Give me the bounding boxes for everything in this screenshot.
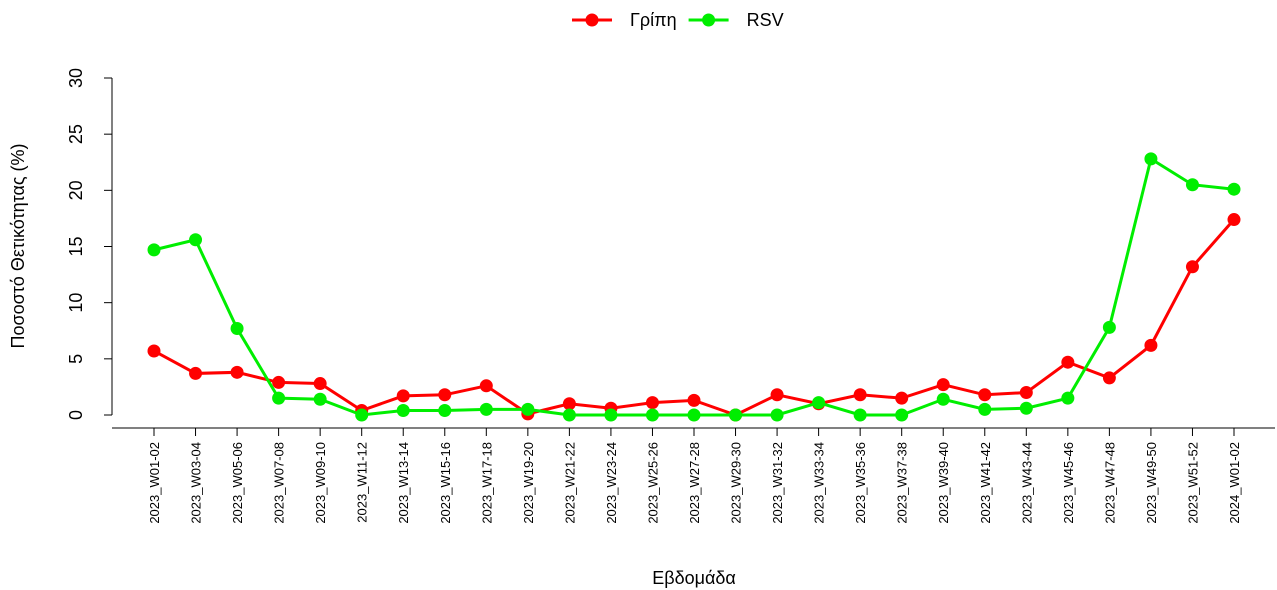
x-axis-label: Εβδομάδα — [652, 568, 736, 588]
data-point — [1227, 182, 1241, 196]
data-point — [1061, 391, 1075, 405]
x-tick-label: 2023_W51-52 — [1185, 442, 1200, 524]
x-tick-label: 2023_W45-46 — [1061, 442, 1076, 524]
data-point — [604, 408, 618, 422]
data-point — [189, 233, 203, 247]
data-point — [147, 344, 161, 358]
data-point — [438, 388, 452, 402]
x-tick-label: 2023_W25-26 — [645, 442, 660, 524]
data-point — [687, 393, 701, 407]
data-point — [812, 396, 826, 410]
data-point — [313, 377, 327, 391]
y-tick-label: 0 — [66, 410, 86, 420]
x-tick-label: 2023_W23-24 — [604, 442, 619, 524]
data-point — [1102, 320, 1116, 334]
data-point — [853, 388, 867, 402]
x-tick-label: 2023_W13-14 — [396, 442, 411, 524]
x-tick-label: 2023_W31-32 — [770, 442, 785, 524]
legend-marker — [585, 13, 599, 27]
data-point — [687, 408, 701, 422]
data-point — [1227, 213, 1241, 227]
x-tick-label: 2023_W09-10 — [313, 442, 328, 524]
data-point — [438, 404, 452, 418]
data-point — [645, 396, 659, 410]
data-point — [1102, 371, 1116, 385]
x-tick-label: 2023_W37-38 — [895, 442, 910, 524]
x-tick-label: 2023_W41-42 — [978, 442, 993, 524]
x-tick-label: 2023_W11-12 — [355, 442, 370, 523]
x-tick-label: 2023_W43-44 — [1019, 442, 1034, 524]
data-point — [978, 388, 992, 402]
data-point — [272, 391, 286, 405]
data-point — [147, 243, 161, 257]
data-point — [895, 408, 909, 422]
legend-label: RSV — [747, 10, 784, 30]
data-point — [1185, 260, 1199, 274]
x-tick-label: 2023_W29-30 — [729, 442, 744, 524]
y-tick-label: 5 — [66, 354, 86, 364]
x-tick-label: 2023_W39-40 — [936, 442, 951, 524]
x-tick-label: 2023_W01-02 — [147, 442, 162, 524]
x-tick-label: 2024_W01-02 — [1227, 442, 1242, 524]
data-point — [895, 391, 909, 405]
data-point — [936, 378, 950, 392]
x-tick-label: 2023_W19-20 — [521, 442, 536, 524]
x-tick-label: 2023_W03-04 — [189, 442, 204, 524]
data-point — [396, 389, 410, 403]
data-point — [230, 322, 244, 336]
data-point — [770, 388, 784, 402]
data-point — [313, 392, 327, 406]
y-tick-label: 25 — [66, 124, 86, 144]
series-line — [153, 156, 1235, 417]
data-point — [853, 408, 867, 422]
data-point — [521, 402, 535, 416]
data-point — [396, 404, 410, 418]
legend-marker — [702, 13, 716, 27]
data-point — [1061, 355, 1075, 369]
data-point — [562, 397, 576, 411]
y-tick-label: 10 — [66, 293, 86, 313]
data-point — [770, 408, 784, 422]
x-tick-label: 2023_W05-06 — [230, 442, 245, 524]
x-tick-label: 2023_W07-08 — [272, 442, 287, 524]
data-point — [1185, 178, 1199, 192]
data-point — [1144, 338, 1158, 352]
data-point — [272, 375, 286, 389]
data-point — [729, 408, 743, 422]
data-point — [355, 408, 369, 422]
y-tick-label: 15 — [66, 236, 86, 256]
x-tick-label: 2023_W21-22 — [562, 442, 577, 524]
x-tick-label: 2023_W15-16 — [438, 442, 453, 524]
data-point — [562, 408, 576, 422]
x-tick-label: 2023_W27-28 — [687, 442, 702, 524]
x-tick-label: 2023_W35-36 — [853, 442, 868, 524]
x-tick-label: 2023_W33-34 — [812, 442, 827, 524]
x-tick-label: 2023_W47-48 — [1102, 442, 1117, 524]
x-tick-label: 2023_W49-50 — [1144, 442, 1159, 524]
data-point — [189, 366, 203, 380]
data-point — [978, 402, 992, 416]
y-tick-label: 20 — [66, 180, 86, 200]
data-point — [479, 379, 493, 393]
data-point — [1019, 401, 1033, 415]
x-tick-label: 2023_W17-18 — [479, 442, 494, 524]
y-tick-label: 30 — [66, 68, 86, 88]
data-point — [230, 365, 244, 379]
data-point — [479, 402, 493, 416]
data-point — [1019, 386, 1033, 400]
data-point — [936, 392, 950, 406]
y-axis-label: Ποσοστό Θετικότητας (%) — [8, 143, 28, 348]
data-point — [645, 408, 659, 422]
legend-label: Γρίπη — [630, 10, 677, 30]
data-point — [1144, 152, 1158, 166]
